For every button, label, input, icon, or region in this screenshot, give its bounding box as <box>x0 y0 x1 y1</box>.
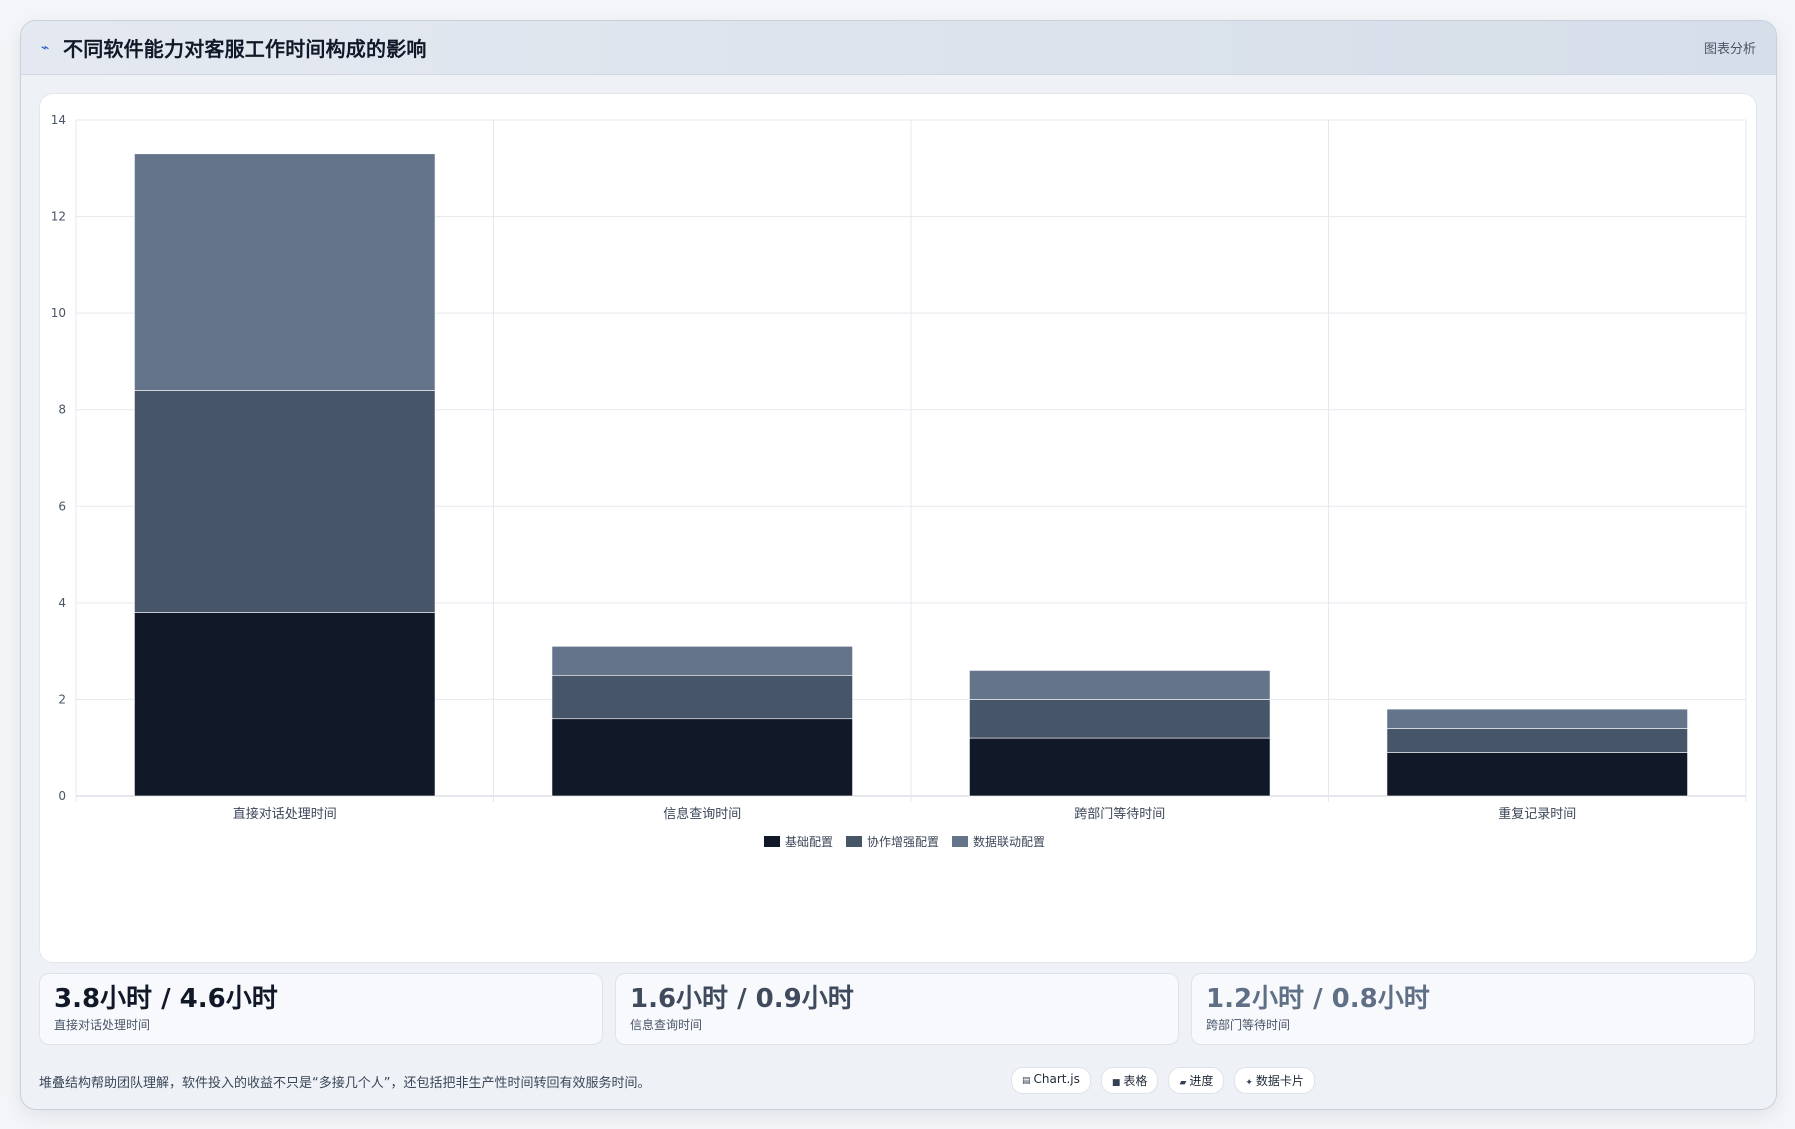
legend-label: 协作增强配置 <box>867 834 939 849</box>
chart-analysis-link[interactable]: 图表分析 <box>1703 42 1756 57</box>
page-title: 不同软件能力对客服工作时间构成的影响 <box>63 37 427 61</box>
chart-window: ⌁ 不同软件能力对客服工作时间构成的影响 图表分析 0 2 4 6 8 10 12 14 直接对… <box>20 20 1777 1110</box>
stat-label: 跨部门等待时间 <box>1206 1018 1291 1032</box>
bar-segment <box>134 390 436 613</box>
bar-segment <box>1386 728 1688 753</box>
bar-segment <box>551 718 853 797</box>
bar-segment <box>134 153 436 391</box>
x-tick-label: 重复记录时间 <box>1498 806 1576 822</box>
stacked-bar-chart: 0 2 4 6 8 10 12 14 直接对话处理时间 信息查询时间 跨部门等待时间 重复记录时间基础… <box>51 113 1747 849</box>
chart-card: 0 2 4 6 8 10 12 14 直接对话处理时间 信息查询时间 跨部门等待时间 重复记录时间基础… <box>39 93 1757 963</box>
stat-value: 3.8小时 / 4.6小时 <box>54 984 278 1014</box>
bar-segment <box>551 646 853 676</box>
bar-segment <box>969 737 1271 797</box>
bar-segment <box>551 674 853 720</box>
legend-swatch <box>846 836 862 847</box>
y-tick-label: 14 <box>51 113 66 127</box>
stat-label: 信息查询时间 <box>630 1018 703 1032</box>
y-tick-label: 10 <box>51 306 66 320</box>
legend-swatch <box>764 836 780 847</box>
stat-card: 1.2小时 / 0.8小时 跨部门等待时间 <box>1191 973 1755 1045</box>
chip-chartjs[interactable]: ▤ Chart.js <box>1011 1067 1091 1094</box>
bar-segment <box>134 612 436 797</box>
bar-segment <box>969 699 1271 739</box>
trend-line-icon: ⌁ <box>41 39 50 56</box>
chip-label: 表格 <box>1123 1074 1148 1088</box>
card-icon: ✦ <box>1245 1078 1253 1088</box>
y-tick-label: 0 <box>58 789 66 803</box>
footer-note: 堆叠结构帮助团队理解，软件投入的收益不只是“多接几个人”，还包括把非生产性时间转… <box>39 1075 651 1091</box>
chip-progress[interactable]: ▰ 进度 <box>1168 1067 1225 1094</box>
chip-data-card[interactable]: ✦ 数据卡片 <box>1234 1067 1315 1094</box>
x-tick-label: 信息查询时间 <box>663 806 741 822</box>
chart-icon: ▤ <box>1022 1076 1031 1086</box>
stat-card: 1.6小时 / 0.9小时 信息查询时间 <box>615 973 1179 1045</box>
y-tick-label: 8 <box>58 403 66 417</box>
legend-label: 数据联动配置 <box>973 834 1045 849</box>
chip-label: 数据卡片 <box>1255 1074 1304 1088</box>
y-tick-label: 6 <box>58 499 66 513</box>
stat-value: 1.2小时 / 0.8小时 <box>1206 984 1430 1014</box>
x-tick-label: 直接对话处理时间 <box>233 806 337 822</box>
window-header: ⌁ 不同软件能力对客服工作时间构成的影响 图表分析 <box>21 21 1776 75</box>
y-tick-label: 4 <box>58 596 66 610</box>
footer: 堆叠结构帮助团队理解，软件投入的收益不只是“多接几个人”，还包括把非生产性时间转… <box>39 1061 1755 1101</box>
y-tick-label: 2 <box>58 692 66 706</box>
legend-swatch <box>952 836 968 847</box>
x-tick-label: 跨部门等待时间 <box>1074 806 1165 822</box>
y-tick-label: 12 <box>51 210 66 224</box>
bar-segment <box>1386 752 1688 797</box>
stat-cards: 3.8小时 / 4.6小时 直接对话处理时间 1.6小时 / 0.9小时 信息查… <box>39 973 1755 1045</box>
chip-label: Chart.js <box>1033 1072 1080 1086</box>
progress-icon: ▰ <box>1179 1078 1187 1088</box>
tool-chips: ▤ Chart.js ■ 表格 ▰ 进度 ✦ 数据卡片 <box>1011 1067 1315 1094</box>
bar-segment <box>1386 708 1688 729</box>
chip-label: 进度 <box>1189 1074 1214 1088</box>
legend-label: 基础配置 <box>785 835 833 849</box>
chip-table[interactable]: ■ 表格 <box>1100 1067 1159 1094</box>
stat-label: 直接对话处理时间 <box>54 1018 151 1032</box>
stat-value: 1.6小时 / 0.9小时 <box>630 984 854 1014</box>
bar-segment <box>969 670 1271 700</box>
table-icon: ■ <box>1111 1078 1121 1088</box>
stat-card: 3.8小时 / 4.6小时 直接对话处理时间 <box>39 973 603 1045</box>
